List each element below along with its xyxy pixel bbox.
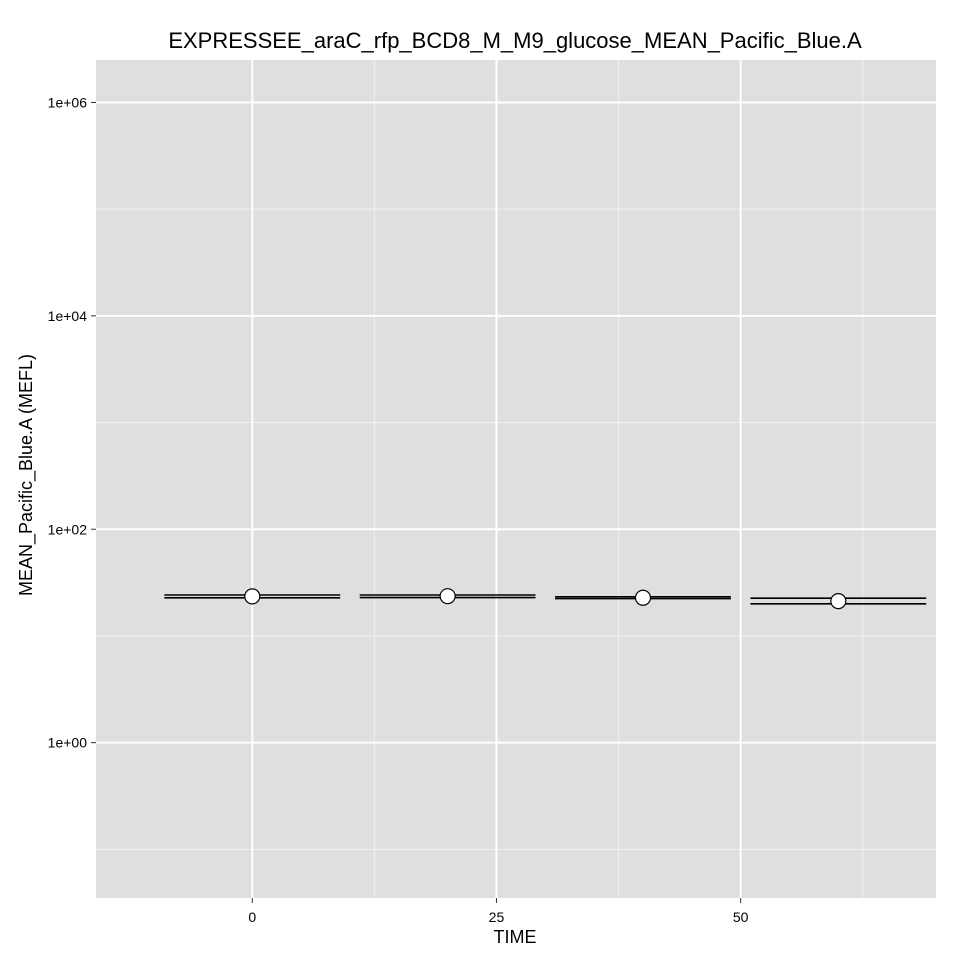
y-tick-labels: 1e+00 1e+02 1e+04 1e+06	[48, 94, 88, 750]
minor-gridlines	[96, 60, 936, 898]
x-axis-title: TIME	[494, 927, 537, 947]
x-tick-label: 0	[248, 909, 256, 925]
plot-panel	[96, 60, 936, 898]
data-point	[439, 588, 456, 605]
x-tick-label: 25	[489, 909, 505, 925]
y-axis-title: MEAN_Pacific_Blue.A (MEFL)	[16, 354, 37, 596]
data-point	[830, 593, 847, 610]
y-tick-label: 1e+00	[48, 735, 88, 751]
x-tick-labels: 0 25 50	[248, 909, 748, 925]
x-tick-label: 50	[733, 909, 749, 925]
data-points	[244, 588, 847, 610]
data-point	[244, 588, 261, 605]
axis-ticks	[91, 101, 742, 903]
y-tick-label: 1e+02	[48, 521, 88, 537]
chart-title: EXPRESSEE_araC_rfp_BCD8_M_M9_glucose_MEA…	[168, 28, 862, 53]
y-tick-label: 1e+06	[48, 94, 88, 110]
y-tick-label: 1e+04	[48, 308, 88, 324]
major-gridlines	[96, 60, 936, 898]
data-point	[634, 589, 652, 606]
